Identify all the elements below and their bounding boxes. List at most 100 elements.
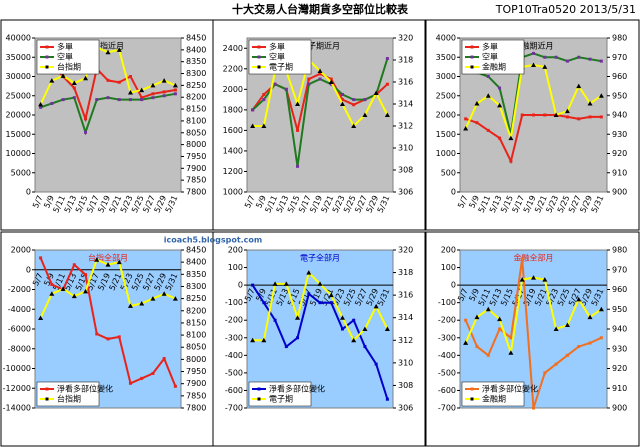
marker [498, 136, 502, 140]
marker [283, 281, 289, 286]
page-code: TOP10Tra0520 2013/5/31 [495, 3, 636, 16]
watermark: icoach5.blogspot.com [164, 236, 263, 245]
marker [531, 62, 536, 67]
y-tick-label: 200 [228, 246, 243, 255]
y-tick-label: 100 [441, 263, 456, 272]
marker [116, 47, 122, 52]
y2-tick-label: 930 [612, 130, 627, 139]
marker [38, 101, 44, 107]
marker [261, 123, 267, 128]
marker [173, 92, 177, 96]
y2-tick-label: 940 [612, 325, 627, 334]
marker [61, 98, 65, 102]
y-tick-label: 0 [26, 188, 31, 197]
legend-marker [257, 45, 261, 49]
marker [140, 98, 144, 102]
marker [328, 292, 334, 298]
y-tick-label: 100 [228, 263, 243, 272]
y-tick-label: 200 [441, 246, 456, 255]
y2-tick-label: 7950 [186, 367, 206, 376]
y2-tick-label: 8200 [186, 306, 206, 315]
legend-label: 空單 [57, 52, 73, 62]
marker [317, 68, 323, 73]
marker [532, 406, 535, 410]
marker [373, 303, 379, 309]
y-tick-label: 10000 [6, 149, 31, 158]
marker [362, 112, 368, 117]
y-tick-label: 500 [441, 168, 456, 177]
marker [262, 98, 266, 102]
marker [318, 72, 322, 76]
legend-label: 電子期 [269, 63, 293, 72]
marker [71, 293, 77, 299]
marker [577, 55, 581, 59]
y-tick-label: -14000 [3, 404, 31, 413]
marker [352, 318, 356, 322]
y-tick-label: -200 [438, 316, 456, 325]
y-tick-label: -6000 [8, 325, 31, 334]
marker [498, 327, 502, 331]
marker [50, 101, 54, 105]
marker [598, 306, 604, 312]
y2-tick-label: 930 [612, 344, 627, 353]
y2-tick-label: 314 [398, 313, 413, 322]
marker [318, 301, 322, 305]
marker [71, 80, 77, 86]
y2-tick-label: 7800 [186, 188, 206, 197]
marker [128, 381, 132, 385]
marker [273, 318, 277, 322]
marker [251, 108, 255, 112]
marker [351, 337, 357, 343]
marker [49, 291, 55, 296]
legend-label: 淨看多部位變化 [269, 384, 325, 394]
y-tick-label: 20000 [6, 111, 31, 120]
legend-label: 空單 [269, 52, 285, 62]
y-tick-label: -4000 [8, 305, 31, 314]
marker [509, 336, 513, 340]
y2-tick-label: 320 [398, 246, 413, 255]
marker [340, 98, 344, 102]
marker [172, 82, 178, 88]
y-tick-label: 25000 [6, 91, 31, 100]
marker [117, 335, 121, 339]
legend-marker [257, 387, 261, 391]
marker [95, 332, 99, 336]
marker [464, 318, 468, 322]
y2-tick-label: 8250 [186, 81, 206, 90]
marker [486, 353, 490, 357]
y2-tick-label: 940 [612, 111, 627, 120]
legend-label: 淨看多部位變化 [482, 384, 538, 394]
legend-marker [470, 397, 474, 401]
marker [543, 55, 547, 59]
y2-tick-label: 320 [398, 34, 413, 43]
marker [127, 89, 133, 95]
marker [262, 92, 266, 96]
y-tick-label: -100 [225, 298, 243, 307]
y-tick-label: -12000 [3, 384, 31, 393]
legend [461, 381, 525, 407]
marker [576, 296, 582, 302]
marker [565, 115, 569, 119]
marker [532, 51, 535, 55]
marker [117, 98, 121, 102]
marker [374, 362, 378, 366]
y2-tick-label: 8250 [186, 294, 206, 303]
marker [139, 87, 145, 93]
y2-tick-label: 960 [612, 72, 627, 81]
y-tick-label: -100 [438, 298, 456, 307]
marker [385, 57, 389, 61]
chart-title: 金融全部月 [514, 253, 554, 263]
marker [485, 306, 491, 312]
marker [150, 82, 156, 88]
marker [106, 78, 110, 82]
legend-label: 多單 [269, 42, 285, 52]
y2-tick-label: 8050 [186, 343, 206, 352]
y-tick-label: 30000 [6, 72, 31, 81]
y-tick-label: -700 [438, 404, 456, 413]
marker [509, 159, 513, 163]
chart-title: 台指近月 [92, 41, 124, 51]
y2-tick-label: 316 [398, 291, 413, 300]
marker [329, 77, 333, 81]
marker [553, 326, 559, 331]
y2-tick-label: 8150 [186, 105, 206, 114]
